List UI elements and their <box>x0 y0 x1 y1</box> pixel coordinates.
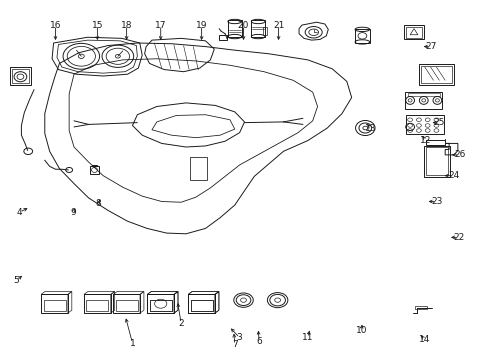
Bar <box>43 300 65 311</box>
Text: 26: 26 <box>453 150 465 159</box>
Bar <box>190 300 212 311</box>
Text: 22: 22 <box>452 233 464 242</box>
Text: 15: 15 <box>91 21 103 30</box>
Text: 21: 21 <box>272 21 284 30</box>
Bar <box>414 306 426 309</box>
Text: 12: 12 <box>419 136 430 145</box>
Text: 2: 2 <box>178 319 183 328</box>
Text: 17: 17 <box>155 21 166 30</box>
Bar <box>189 157 206 180</box>
Text: 18: 18 <box>121 21 132 30</box>
Text: 23: 23 <box>430 197 442 206</box>
Bar <box>86 300 108 311</box>
Bar <box>354 29 369 43</box>
Text: 6: 6 <box>256 337 262 346</box>
Text: 9: 9 <box>70 208 76 217</box>
Bar <box>147 294 174 313</box>
Bar <box>10 67 31 85</box>
Bar <box>12 69 29 83</box>
Bar <box>421 66 451 83</box>
Bar <box>190 300 212 311</box>
Bar <box>188 294 215 313</box>
Bar <box>425 140 444 145</box>
Text: 5: 5 <box>14 276 20 285</box>
Bar <box>41 294 68 313</box>
Bar <box>149 300 171 311</box>
Bar <box>262 27 267 35</box>
Text: 14: 14 <box>418 335 429 344</box>
Text: 4: 4 <box>17 208 22 217</box>
Text: 1: 1 <box>129 339 135 348</box>
Text: 10: 10 <box>355 326 366 335</box>
Text: 3: 3 <box>236 333 242 342</box>
Bar <box>218 35 227 40</box>
Text: 24: 24 <box>447 171 459 180</box>
Bar <box>405 115 443 134</box>
Text: 7: 7 <box>231 341 237 350</box>
Bar <box>407 93 439 96</box>
Bar <box>251 20 264 37</box>
Text: 13: 13 <box>365 123 376 132</box>
Bar <box>115 300 137 311</box>
Bar <box>147 294 174 313</box>
Text: 20: 20 <box>237 21 249 30</box>
Bar <box>405 27 422 38</box>
Bar <box>84 294 111 313</box>
Bar <box>227 20 241 37</box>
Text: 19: 19 <box>196 21 207 30</box>
Text: 8: 8 <box>95 199 101 208</box>
Bar <box>404 25 423 40</box>
Bar <box>89 166 99 174</box>
Bar <box>419 64 453 85</box>
Bar <box>426 147 447 175</box>
Bar <box>405 92 441 109</box>
Bar <box>424 145 448 177</box>
Text: 27: 27 <box>424 42 435 51</box>
Bar <box>188 294 215 313</box>
Text: 25: 25 <box>433 118 444 127</box>
Bar <box>113 294 140 313</box>
Bar <box>149 300 171 311</box>
Text: 16: 16 <box>50 21 61 30</box>
Text: 11: 11 <box>302 333 313 342</box>
